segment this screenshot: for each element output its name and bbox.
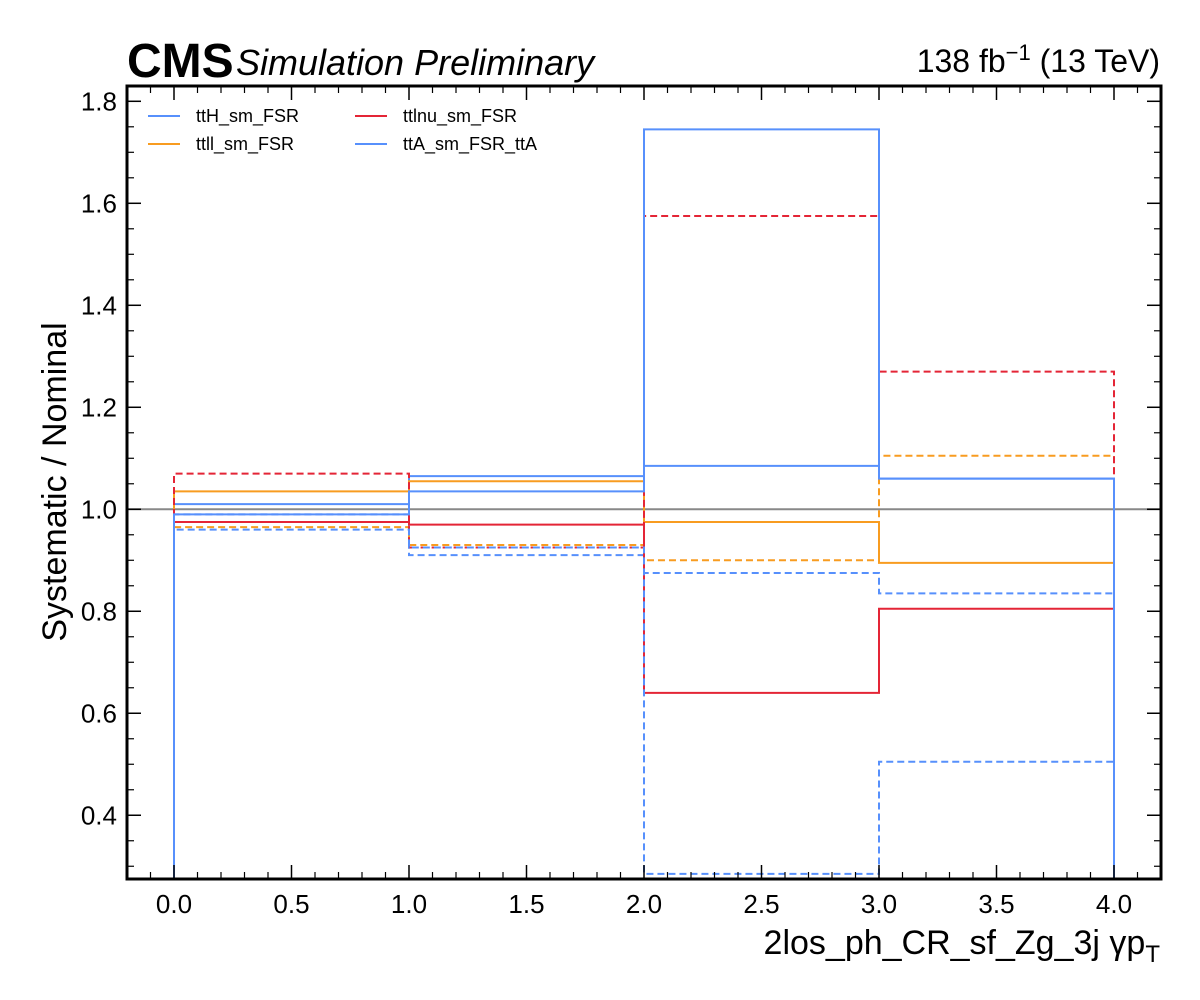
y-tick-label: 0.6	[81, 698, 117, 728]
y-tick-label: 1.0	[81, 494, 117, 524]
legend-label: ttA_sm_FSR_ttA	[403, 134, 537, 155]
y-tick-label: 0.4	[81, 800, 117, 830]
x-tick-label: 2.0	[626, 889, 662, 919]
y-tick-label: 1.4	[81, 290, 117, 320]
y-tick-label: 1.6	[81, 188, 117, 218]
legend-label: ttlnu_sm_FSR	[403, 106, 517, 127]
series-line-ttA_sm_FSR_ttA-dashed	[173, 528, 1115, 879]
series-line-ttlnu_sm_FSR-solid	[173, 521, 1115, 879]
lumi-exponent: −1	[1006, 40, 1031, 65]
plot-frame	[125, 84, 1163, 881]
luminosity-label: 138 fb−1 (13 TeV)	[917, 40, 1160, 79]
legend: ttH_sm_FSR ttll_sm_FSR ttlnu_sm_FSR ttA_sm_…	[148, 106, 537, 155]
legend-label: ttll_sm_FSR	[196, 134, 294, 155]
series-layer	[173, 128, 1115, 879]
lumi-value: 138 fb	[917, 43, 1006, 79]
legend-label: ttH_sm_FSR	[196, 106, 299, 127]
x-tick-label: 4.0	[1096, 889, 1132, 919]
x-tick-label: 3.0	[861, 889, 897, 919]
y-tick-label: 1.2	[81, 392, 117, 422]
x-tick-label: 0.5	[273, 889, 309, 919]
y-tick-label: 1.8	[81, 86, 117, 116]
y-tick-label: 0.8	[81, 596, 117, 626]
status-label: Simulation Preliminary	[236, 42, 596, 83]
ticks-layer: 0.0 0.5 1.0 1.5 2.0 2.5 3.0 3.5 4.0 0.4 0.6 0.8 1.0 1…	[81, 86, 1162, 919]
energy-label: (13 TeV)	[1031, 43, 1160, 79]
x-axis-label-subscript: T	[1145, 941, 1160, 968]
x-tick-label: 0.0	[156, 889, 192, 919]
series-line-ttA_sm_FSR_ttA-solid	[173, 128, 1115, 879]
x-tick-label: 1.0	[391, 889, 427, 919]
x-axis-label: 2los_ph_CR_sf_Zg_3j γpT	[764, 924, 1161, 968]
x-tick-label: 3.5	[978, 889, 1014, 919]
x-tick-label: 1.5	[508, 889, 544, 919]
x-tick-label: 2.5	[743, 889, 779, 919]
experiment-label: CMS	[127, 35, 234, 88]
y-axis-label: Systematic / Nominal	[36, 322, 74, 641]
x-axis-label-main: 2los_ph_CR_sf_Zg_3j γp	[764, 924, 1146, 962]
